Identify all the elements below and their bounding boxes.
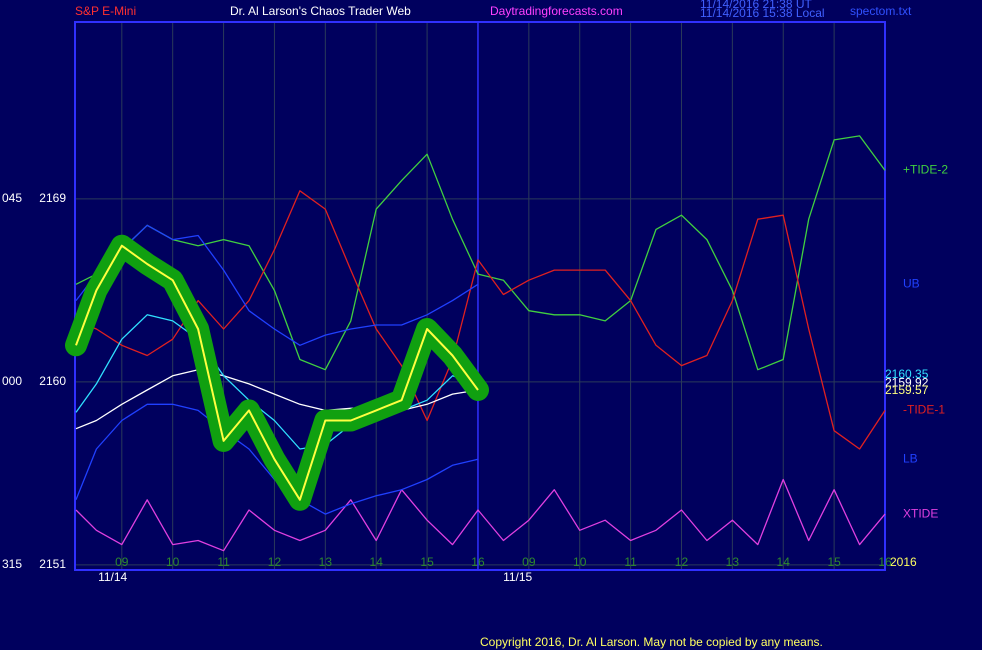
series-line xyxy=(75,190,886,450)
timestamp: 11/14/2016 15:38 Local xyxy=(700,6,825,20)
x-tick-label: 13 xyxy=(726,555,740,569)
y-tick-label: 2160 xyxy=(39,374,66,388)
x-tick-label: 14 xyxy=(370,555,384,569)
x-tick-label: 16 xyxy=(471,555,485,569)
y-tick-label: 2169 xyxy=(39,191,66,205)
x-tick-label: 15 xyxy=(827,555,841,569)
series-line xyxy=(75,135,886,371)
series-line xyxy=(75,369,479,430)
x-tick-label: 09 xyxy=(115,555,129,569)
x-tick-label: 16 xyxy=(878,555,892,569)
angle-label: 000 xyxy=(2,374,22,388)
x-tick-label: 14 xyxy=(777,555,791,569)
x-tick-label: 11 xyxy=(624,555,637,569)
x-tick-label: 12 xyxy=(268,555,282,569)
y-tick-label: 2151 xyxy=(39,557,66,571)
x-tick-label: 10 xyxy=(573,555,587,569)
timestamp: 11/14/2016 21:38 UT xyxy=(700,0,813,11)
legend-label: LB xyxy=(903,451,918,465)
series-line xyxy=(75,244,479,501)
series-line xyxy=(75,224,479,346)
plot-frame xyxy=(74,21,886,571)
legend-label: -TIDE-1 xyxy=(903,403,945,417)
file-label: spectom.txt xyxy=(850,4,912,18)
x-tick-label: 10 xyxy=(166,555,180,569)
angle-label: 045 xyxy=(2,191,22,205)
price-label: 2160.35 xyxy=(885,367,929,381)
x-tick-label: 15 xyxy=(420,555,434,569)
series-line xyxy=(75,478,886,552)
angle-label: 315 xyxy=(2,557,22,571)
date-label: 11/15 xyxy=(503,570,532,584)
price-label: 2159.92 xyxy=(885,376,929,390)
year-label: 2016 xyxy=(890,555,917,569)
price-label: 2159.57 xyxy=(885,383,929,397)
x-tick-label: 12 xyxy=(675,555,689,569)
header-text: S&P E-Mini xyxy=(75,4,136,18)
date-label: 11/14 xyxy=(98,570,127,584)
legend-label: XTIDE xyxy=(903,506,938,520)
header-text: Daytradingforecasts.com xyxy=(490,4,623,18)
x-tick-label: 13 xyxy=(319,555,333,569)
x-tick-label: 09 xyxy=(522,555,536,569)
legend-label: UB xyxy=(903,276,920,290)
legend-label: +TIDE-2 xyxy=(903,163,948,177)
header-text: Dr. Al Larson's Chaos Trader Web xyxy=(230,4,411,18)
copyright: Copyright 2016, Dr. Al Larson. May not b… xyxy=(480,635,823,649)
x-tick-label: 11 xyxy=(217,555,230,569)
